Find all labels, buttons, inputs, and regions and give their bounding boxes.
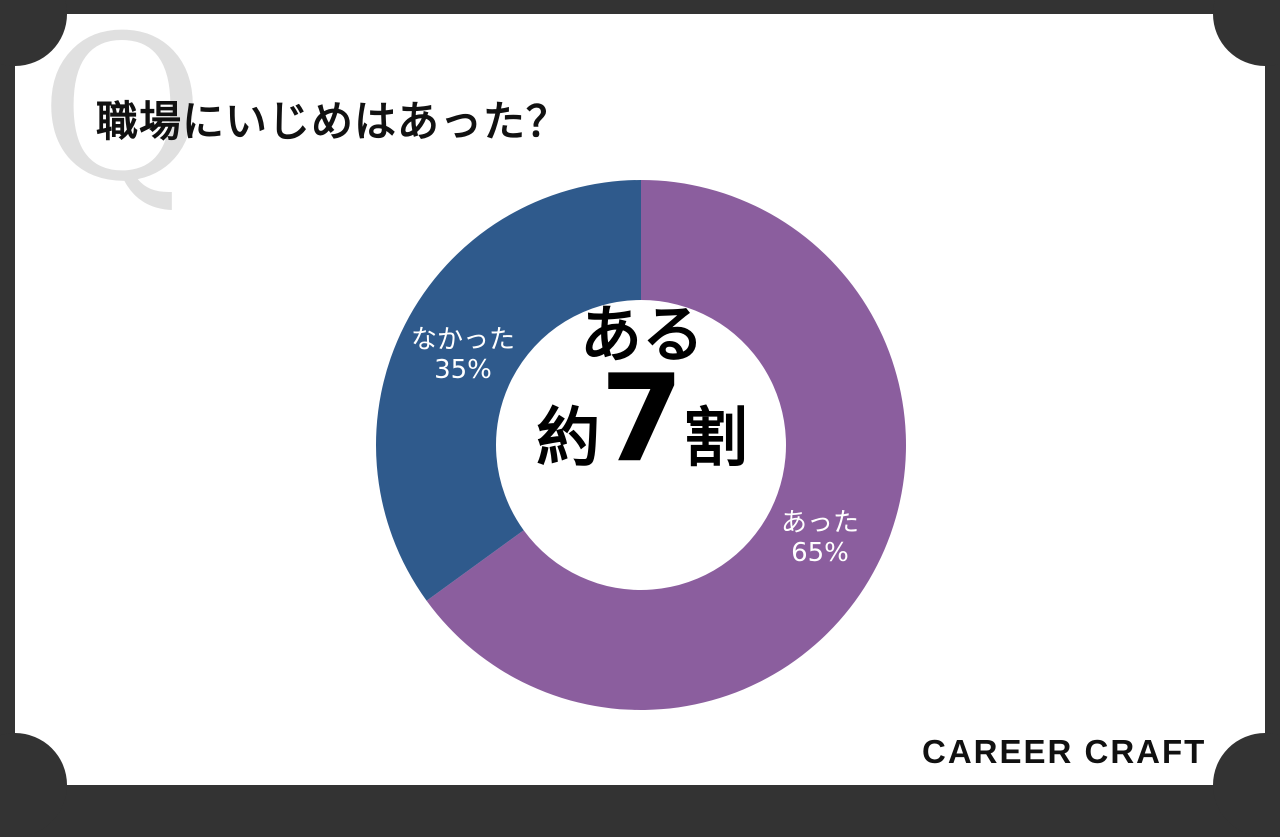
center-summary: ある 約7割 (497, 300, 787, 489)
center-line1: ある (579, 298, 704, 371)
chart-title: 職場にいじめはあった？ (96, 97, 570, 146)
slice-category: あった (780, 508, 859, 538)
slice-category: なかった (410, 325, 515, 355)
q-watermark: Q (40, 0, 204, 226)
slice-label-nakatta: なかった 35% (398, 325, 528, 385)
slice-value: 35% (434, 355, 492, 385)
career-craft-logo: CAREER CRAFT (922, 733, 1207, 770)
slice-value: 65% (791, 538, 849, 568)
center-number: 7 (600, 350, 684, 489)
center-suffix: 割 (683, 402, 748, 476)
center-prefix: 約 (536, 402, 601, 476)
slice-label-atta: あった 65% (760, 508, 880, 568)
donut-slice-0 (426, 180, 907, 710)
center-line2: 約7割 (497, 360, 787, 489)
donut-slice-1 (376, 179, 641, 601)
donut-chart (376, 179, 907, 710)
